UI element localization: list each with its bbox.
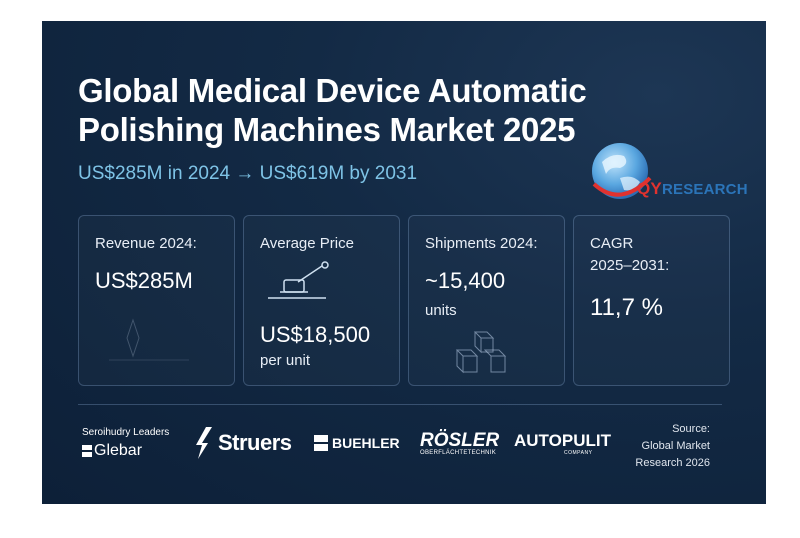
glebar-mark-icon (82, 445, 92, 457)
shipments-card: Shipments 2024: ~15,400 units (408, 215, 565, 386)
buehler-mark-icon (314, 435, 328, 451)
average-price-value: US$18,500 (260, 322, 371, 347)
autopulit-logo: AUTOPULIT (514, 431, 611, 450)
shipments-value: ~15,400 (425, 268, 506, 293)
infographic-panel: Global Medical Device Automatic Polishin… (42, 21, 766, 504)
cagr-label: CAGR 2025–2031: (590, 235, 670, 274)
revenue-value: US$285M (95, 268, 193, 293)
shipments-unit: units (425, 302, 457, 319)
glebar-logo: Glebar (94, 442, 143, 459)
boxes-icon (455, 331, 507, 374)
struers-mark-icon (196, 427, 212, 459)
average-price-label: Average Price (260, 235, 354, 252)
divider (78, 404, 722, 405)
page-title: Global Medical Device Automatic Polishin… (78, 72, 587, 148)
cagr-card: CAGR 2025–2031: 11,7 % (573, 215, 730, 386)
sparkle-icon (109, 318, 189, 361)
autopulit-tagline: COMPANY (564, 450, 593, 456)
average-price-card: Average Price US$18,500 per unit (243, 215, 400, 386)
average-price-unit: per unit (260, 352, 311, 369)
rosler-tagline: OBERFLÄCHTETECHNIK (420, 450, 497, 456)
logo-wordmark: QYRESEARCH (637, 179, 748, 198)
revenue-card: Revenue 2024: US$285M (78, 215, 235, 386)
globe-logo-icon (592, 143, 652, 199)
struers-logo: Struers (218, 430, 292, 455)
shipments-label: Shipments 2024: (425, 235, 538, 252)
cagr-value: 11,7 % (590, 294, 663, 321)
subtitle: US$285M in 2024 → US$619M by 2031 (78, 163, 418, 184)
source-note: Source: Global Market Research 2026 (635, 423, 710, 469)
rosler-logo: RÖSLER (420, 430, 500, 451)
revenue-label: Revenue 2024: (95, 235, 197, 252)
polishing-machine-icon (268, 261, 329, 299)
glebar-tagline: Seroihudry Leaders (82, 427, 170, 438)
buehler-logo: BUEHLER (332, 435, 400, 451)
